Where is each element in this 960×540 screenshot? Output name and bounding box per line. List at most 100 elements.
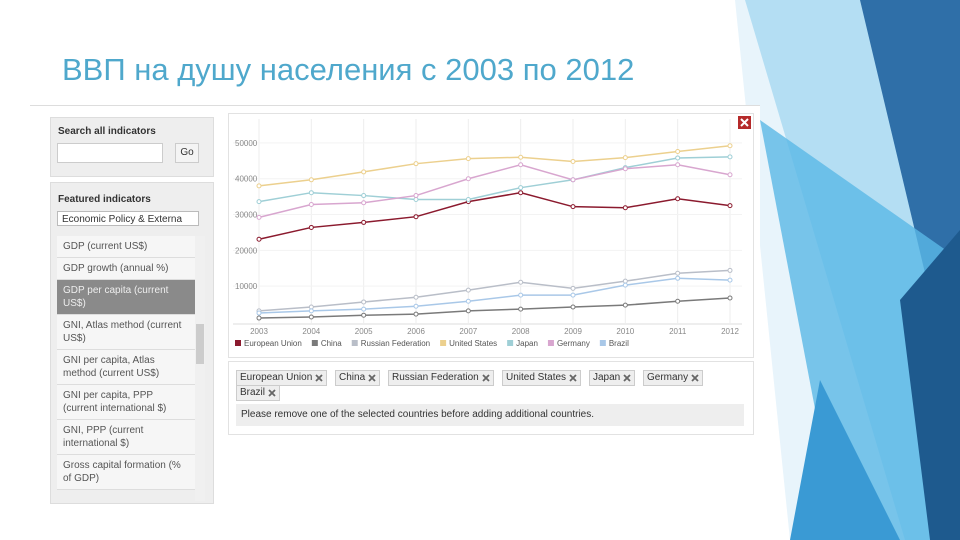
data-point [570,292,576,298]
data-point [622,166,628,172]
country-chip[interactable]: China [335,370,381,386]
data-point [518,162,524,168]
series-line [258,277,731,314]
remove-icon[interactable] [315,374,323,382]
data-point [675,275,681,281]
data-point [727,143,733,149]
indicator-item[interactable]: GNI per capita, PPP (current internation… [57,385,195,420]
data-point [361,312,367,318]
data-point [518,279,524,285]
country-chip[interactable]: United States [502,370,582,386]
indicator-item[interactable]: GNI, PPP (current international $) [57,420,195,455]
data-point [570,304,576,310]
data-point [727,267,733,273]
x-tick-label: 2004 [302,327,320,336]
legend-label: Germany [557,339,590,348]
data-point [727,172,733,178]
data-point [413,197,419,203]
legend-label: European Union [244,339,302,348]
data-point [518,154,524,160]
series-line [258,163,731,219]
x-tick-label: 2012 [721,327,739,336]
y-tick-label: 30000 [235,211,258,220]
data-point [465,156,471,162]
data-point [518,306,524,312]
close-icon [740,118,749,127]
data-point [622,205,628,211]
x-tick-label: 2006 [407,327,425,336]
indicator-item[interactable]: Gross capital formation (% of GDP) [57,455,195,490]
data-point [361,306,367,312]
country-chip[interactable]: Japan [589,370,636,386]
chart: 2003 2004 2005 2006 2007 2008 2009 2010 2011 2012… [233,116,751,348]
y-tick-label: 40000 [235,175,258,184]
x-tick-label: 2007 [459,327,477,336]
legend-label: Japan [516,339,538,348]
data-point [675,270,681,276]
remove-icon[interactable] [623,374,631,382]
indicator-dropdown[interactable]: Economic Policy & Externa [57,211,199,226]
search-input[interactable] [57,143,163,163]
data-point [727,295,733,301]
series-line [258,145,731,187]
indicator-item[interactable]: GNI, Atlas method (current US$) [57,315,195,350]
data-point [570,177,576,183]
remove-icon[interactable] [569,374,577,382]
data-point [361,169,367,175]
data-point [622,278,628,284]
search-label: Search all indicators [58,126,156,137]
data-point [675,196,681,202]
remove-icon[interactable] [482,374,490,382]
data-point [675,298,681,304]
indicator-list: GDP (current US$) GDP growth (annual %) GD… [57,236,195,501]
remove-icon[interactable] [268,389,276,397]
data-point [675,155,681,161]
data-point [413,193,419,199]
data-point [675,149,681,155]
x-tick-label: 2010 [616,327,634,336]
remove-icon[interactable] [368,374,376,382]
data-point [256,199,262,205]
search-panel: Search all indicators Go [50,117,214,177]
data-point [413,311,419,317]
data-point [308,202,314,208]
data-point [465,287,471,293]
data-point [518,185,524,191]
country-chip[interactable]: Russian Federation [388,370,494,386]
indicator-item[interactable]: GNI per capita, Atlas method (current US… [57,350,195,385]
remove-icon[interactable] [691,374,699,382]
data-point [361,219,367,225]
legend-label: United States [449,339,497,348]
legend-swatch [440,340,447,346]
go-button[interactable]: Go [175,143,199,163]
data-point [361,299,367,305]
data-point [727,203,733,209]
data-point [256,310,262,316]
warning-message: Please remove one of the selected countr… [236,404,744,426]
series-line [258,191,731,240]
data-point [308,190,314,196]
x-tick-label: 2009 [564,327,582,336]
indicator-item[interactable]: GDP (current US$) [57,236,195,258]
x-tick-label: 2005 [355,327,373,336]
indicator-item[interactable]: GDP growth (annual %) [57,258,195,280]
data-point [465,298,471,304]
legend-swatch [311,340,318,346]
legend-swatch [235,340,241,346]
data-point [413,214,419,220]
data-point [361,200,367,206]
country-selector: Please remove one of the selected countr… [228,361,754,435]
data-point [622,155,628,161]
series-line [258,269,731,312]
data-point [465,197,471,203]
scrollbar[interactable] [195,236,205,501]
indicator-item[interactable]: GDP per capita (current US$) [57,280,195,315]
country-chip[interactable]: Brazil [236,385,281,401]
country-chip[interactable]: European Union [236,370,328,386]
country-chip[interactable]: Germany [643,370,704,386]
data-point [465,176,471,182]
series-line [258,156,731,203]
featured-label: Featured indicators [58,194,151,205]
